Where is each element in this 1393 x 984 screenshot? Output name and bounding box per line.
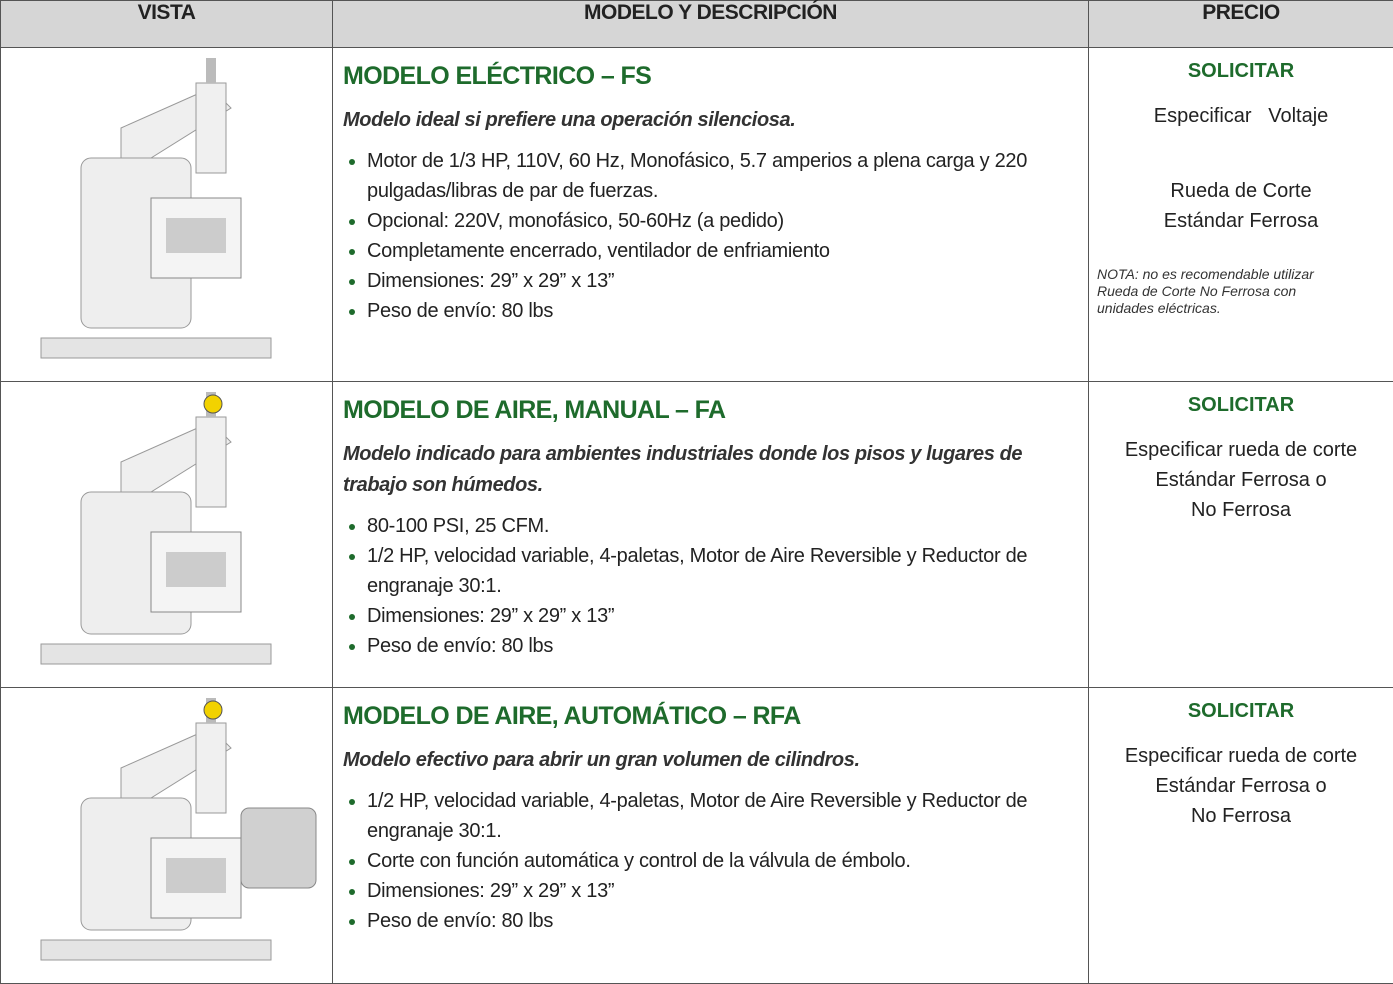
model-title: MODELO DE AIRE, MANUAL – FA (343, 396, 1088, 425)
feature-item: Peso de envío: 80 lbs (367, 906, 1048, 936)
model-title: MODELO DE AIRE, AUTOMÁTICO – RFA (343, 702, 1088, 731)
machine-image (1, 688, 331, 978)
product-row: MODELO DE AIRE, MANUAL – FA Modelo indica… (1, 382, 1393, 688)
price-line: Especificar rueda de corte (1089, 741, 1393, 771)
description-cell: MODELO ELÉCTRICO – FS Modelo ideal si pre… (333, 48, 1089, 382)
view-cell (1, 382, 333, 688)
tagline: Modelo indicado para ambientes industria… (343, 439, 1048, 501)
tagline: Modelo efectivo para abrir un gran volum… (343, 745, 1048, 776)
feature-item: Motor de 1/3 HP, 110V, 60 Hz, Monofásico… (367, 146, 1048, 206)
feature-item: Dimensiones: 29” x 29” x 13” (367, 601, 1048, 631)
model-title: MODELO ELÉCTRICO – FS (343, 62, 1088, 91)
feature-item: Completamente encerrado, ventilador de e… (367, 236, 1048, 266)
machine-image (1, 48, 331, 376)
feature-item: Dimensiones: 29” x 29” x 13” (367, 876, 1048, 906)
feature-item: Peso de envío: 80 lbs (367, 631, 1048, 661)
feature-item: 80-100 PSI, 25 CFM. (367, 511, 1048, 541)
price-line: No Ferrosa (1089, 495, 1393, 525)
request-label: SOLICITAR (1089, 60, 1393, 83)
feature-item: 1/2 HP, velocidad variable, 4-paletas, M… (367, 541, 1048, 601)
feature-item: 1/2 HP, velocidad variable, 4-paletas, M… (367, 786, 1048, 846)
feature-item: Corte con función automática y control d… (367, 846, 1048, 876)
description-cell: MODELO DE AIRE, AUTOMÁTICO – RFA Modelo e… (333, 688, 1089, 984)
header-cell: VISTA (1, 1, 333, 48)
price-note: NOTA: no es recomendable utilizar Rueda … (1097, 266, 1323, 317)
product-row: MODELO DE AIRE, AUTOMÁTICO – RFA Modelo e… (1, 688, 1393, 984)
header-cell: PRECIO (1089, 1, 1393, 48)
feature-item: Peso de envío: 80 lbs (367, 296, 1048, 326)
feature-item: Opcional: 220V, monofásico, 50-60Hz (a p… (367, 206, 1048, 236)
request-label: SOLICITAR (1089, 394, 1393, 417)
price-line: Estándar Ferrosa o (1089, 465, 1393, 495)
price-block: Especificar Voltaje (1089, 101, 1393, 131)
price-line: Estándar Ferrosa (1089, 206, 1393, 236)
request-label: SOLICITAR (1089, 700, 1393, 723)
price-cell: SOLICITAR Especificar Voltaje Rueda de Cor… (1089, 48, 1393, 382)
feature-item: Dimensiones: 29” x 29” x 13” (367, 266, 1048, 296)
tagline: Modelo ideal si prefiere una operación s… (343, 105, 1048, 136)
feature-list: 1/2 HP, velocidad variable, 4-paletas, M… (343, 786, 1048, 936)
product-row: MODELO ELÉCTRICO – FS Modelo ideal si pre… (1, 48, 1393, 382)
header-row: VISTA MODELO Y DESCRIPCIÓN PRECIO (1, 1, 1393, 48)
header-cell: MODELO Y DESCRIPCIÓN (333, 1, 1089, 48)
price-line: Especificar rueda de corte (1089, 435, 1393, 465)
price-line: No Ferrosa (1089, 801, 1393, 831)
price-line: Rueda de Corte (1089, 176, 1393, 206)
view-cell (1, 48, 333, 382)
feature-list: 80-100 PSI, 25 CFM.1/2 HP, velocidad var… (343, 511, 1048, 661)
price-line: Estándar Ferrosa o (1089, 771, 1393, 801)
description-cell: MODELO DE AIRE, MANUAL – FA Modelo indica… (333, 382, 1089, 688)
price-line: Especificar Voltaje (1089, 101, 1393, 131)
feature-list: Motor de 1/3 HP, 110V, 60 Hz, Monofásico… (343, 146, 1048, 326)
machine-image (1, 382, 331, 682)
view-cell (1, 688, 333, 984)
